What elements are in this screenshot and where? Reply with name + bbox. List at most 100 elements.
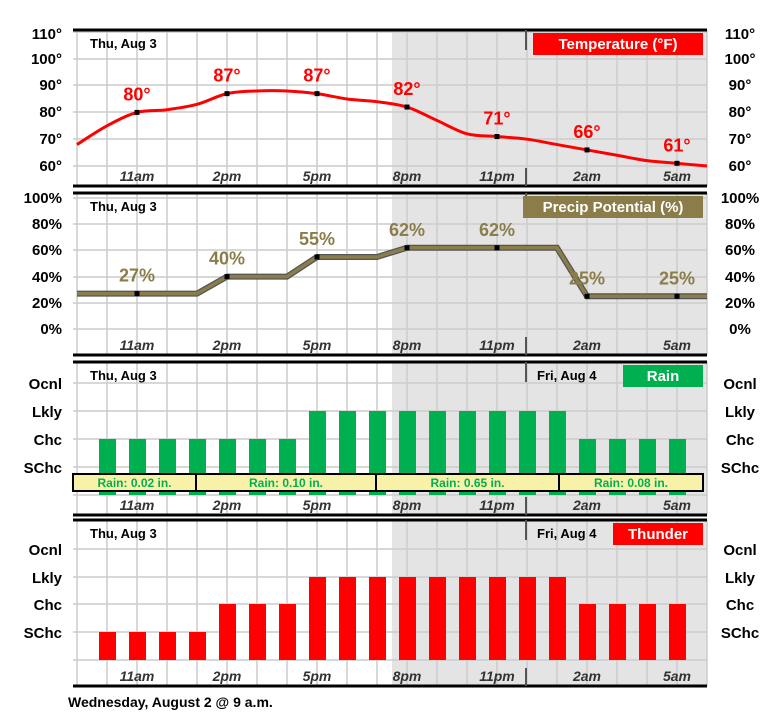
x-tick-label: 5pm <box>303 337 332 353</box>
x-tick-label: 5am <box>663 168 691 184</box>
y-tick-label-left: 20% <box>32 295 62 312</box>
data-point <box>224 91 230 97</box>
y-tick-label-left: 100° <box>31 51 62 68</box>
y-tick-label-left: Ocnl <box>29 376 62 393</box>
data-point <box>584 293 590 299</box>
thunder-bar <box>219 604 236 660</box>
y-tick-label-left: 0% <box>40 321 62 338</box>
y-tick-label-left: 40% <box>32 269 62 286</box>
x-tick-label: 2am <box>572 337 601 353</box>
data-label: 82° <box>393 79 420 99</box>
rain-amount-box <box>558 473 704 492</box>
legend-title: Precip Potential (%) <box>543 199 684 216</box>
thunder-bar <box>459 577 476 660</box>
y-tick-label-left: Ocnl <box>29 542 62 559</box>
data-label: 25% <box>569 268 605 288</box>
y-tick-label-right: 40% <box>725 269 755 286</box>
y-tick-label-left: 90° <box>39 77 62 94</box>
data-label: 71° <box>483 109 510 129</box>
thunder-bar <box>489 577 506 660</box>
x-tick-label: 11am <box>120 497 155 513</box>
data-label: 80° <box>123 84 150 104</box>
legend-title: Temperature (°F) <box>558 36 677 53</box>
y-tick-label-left: 70° <box>39 131 62 148</box>
x-tick-label: 11pm <box>479 168 515 184</box>
y-tick-label-left: SChc <box>24 460 62 477</box>
panel-rain: Thu, Aug 3 Fri, Aug 4 Rain 11am 2pm 5pm 8pm 11p… <box>24 360 759 517</box>
data-point <box>404 245 410 251</box>
data-point <box>314 254 320 260</box>
day-label: Thu, Aug 3 <box>90 526 157 541</box>
legend-box <box>533 33 703 55</box>
x-tick-label: 11pm <box>479 337 515 353</box>
x-tick-label: 5am <box>663 668 691 684</box>
y-tick-label-right: 90° <box>729 77 752 94</box>
data-point <box>674 160 680 166</box>
day-label: Thu, Aug 3 <box>90 36 157 51</box>
y-tick-label-left: 100% <box>24 190 62 207</box>
x-tick-label: 8pm <box>393 668 422 684</box>
y-tick-label-right: Chc <box>726 432 754 449</box>
y-tick-label-right: Lkly <box>725 404 756 421</box>
temperature-line <box>76 89 708 168</box>
data-point <box>584 147 590 153</box>
rain-amount-label: Rain: 0.02 in. <box>97 476 171 490</box>
data-point <box>134 109 140 115</box>
data-label: 62% <box>479 220 515 240</box>
data-label: 87° <box>303 66 330 86</box>
data-label: 61° <box>663 135 690 155</box>
x-tick-label: 2am <box>572 497 601 513</box>
thunder-bar <box>309 577 326 660</box>
data-point <box>674 293 680 299</box>
data-point <box>224 274 230 280</box>
x-tick-label: 11am <box>120 337 155 353</box>
thunder-bar <box>429 577 446 660</box>
data-point <box>404 104 410 110</box>
day-label: Fri, Aug 4 <box>537 526 597 541</box>
y-tick-label-right: 60° <box>729 158 752 175</box>
y-tick-label-right: 100% <box>721 190 759 207</box>
y-tick-label-right: 60% <box>725 242 755 259</box>
y-tick-label-right: 80% <box>725 216 755 233</box>
y-tick-label-left: 60% <box>32 242 62 259</box>
thunder-bar <box>99 632 116 660</box>
y-tick-label-right: Ocnl <box>723 376 756 393</box>
day-label: Fri, Aug 4 <box>537 368 597 383</box>
thunder-bar <box>579 604 596 660</box>
y-tick-label-left: 110° <box>32 26 62 43</box>
data-label: 25% <box>659 268 695 288</box>
y-tick-label-left: 80% <box>32 216 62 233</box>
legend-title: Thunder <box>628 526 688 543</box>
x-tick-label: 11pm <box>479 497 515 513</box>
thunder-bar <box>279 604 296 660</box>
legend-title: Rain <box>647 368 680 385</box>
thunder-bar <box>609 604 626 660</box>
x-tick-label: 2am <box>572 168 601 184</box>
legend-box <box>613 523 703 545</box>
rain-amount-label: Rain: 0.08 in. <box>594 476 668 490</box>
y-tick-label-left: 60° <box>39 158 62 175</box>
data-label: 62% <box>389 220 425 240</box>
x-tick-label: 5am <box>663 497 691 513</box>
data-point <box>134 291 140 297</box>
y-tick-label-right: 80° <box>729 104 752 121</box>
thunder-bar <box>189 632 206 660</box>
x-tick-label: 8pm <box>393 337 422 353</box>
panel-precip: Thu, Aug 3 Precip Potential (%) 11am 2pm 5pm… <box>24 190 759 357</box>
y-tick-label-right: Chc <box>726 597 754 614</box>
y-tick-label-right: 70° <box>729 131 752 148</box>
night-shading <box>392 193 707 355</box>
legend-box <box>623 365 703 387</box>
thunder-bar <box>369 577 386 660</box>
day-label: Thu, Aug 3 <box>90 199 157 214</box>
data-label: 55% <box>299 229 335 249</box>
thunder-bar <box>249 604 266 660</box>
thunder-bar <box>159 632 176 660</box>
data-label: 40% <box>209 249 245 269</box>
x-tick-label: 2pm <box>212 168 242 184</box>
data-point <box>314 91 320 97</box>
y-tick-label-right: 110° <box>725 26 755 43</box>
data-point <box>494 134 500 140</box>
x-tick-label: 5am <box>663 337 691 353</box>
